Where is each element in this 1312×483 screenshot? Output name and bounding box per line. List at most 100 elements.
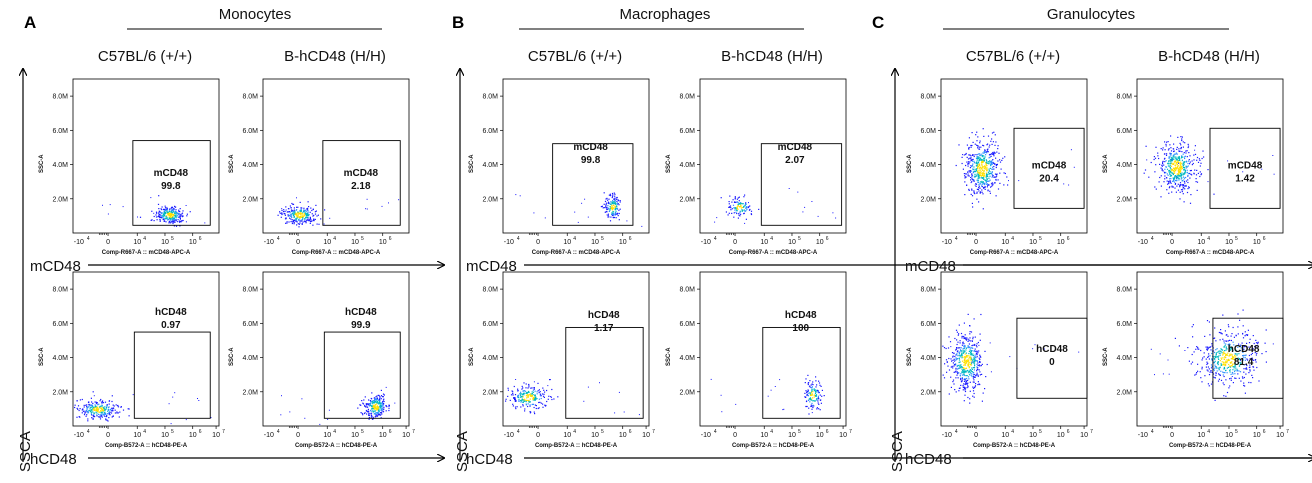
data-point	[981, 167, 983, 169]
data-point	[1176, 161, 1178, 163]
data-point	[973, 180, 975, 182]
data-point	[619, 200, 621, 202]
data-point	[1182, 141, 1184, 143]
column-title: C57BL/6 (+/+)	[966, 48, 1060, 65]
data-point	[1184, 169, 1186, 171]
column-title: C57BL/6 (+/+)	[98, 48, 192, 65]
gate-marker-label: mCD48	[344, 168, 379, 179]
data-point	[1160, 196, 1162, 198]
data-point	[967, 360, 970, 362]
data-point	[174, 220, 176, 222]
data-point	[542, 406, 544, 408]
y-tick-label: 2.0M	[1116, 196, 1132, 203]
data-point	[153, 220, 155, 222]
data-point	[1180, 146, 1182, 149]
data-point	[1184, 169, 1186, 171]
data-point	[369, 402, 372, 404]
data-point	[557, 396, 559, 398]
data-point	[983, 175, 985, 177]
data-point	[372, 406, 375, 408]
data-point	[523, 392, 525, 394]
data-point	[310, 221, 312, 223]
data-point	[1224, 365, 1226, 367]
data-point	[608, 194, 610, 196]
data-point	[1158, 157, 1160, 160]
data-point	[1173, 161, 1175, 163]
data-point	[376, 403, 378, 405]
data-point	[1189, 155, 1191, 157]
data-point	[990, 172, 992, 174]
data-point	[382, 401, 384, 403]
data-point	[512, 394, 514, 396]
data-point	[1178, 175, 1180, 178]
data-point	[988, 146, 990, 148]
y-tick-label: 8.0M	[482, 94, 498, 101]
data-point	[1233, 356, 1235, 358]
scatter-dots	[515, 192, 643, 227]
x-tick-exponent: 4	[1207, 236, 1210, 242]
data-point	[1243, 348, 1245, 350]
data-point	[368, 418, 370, 420]
data-point	[370, 401, 372, 403]
data-point	[159, 219, 161, 221]
data-point	[735, 208, 737, 210]
gate-marker-label: mCD48	[154, 168, 189, 179]
data-point	[528, 400, 530, 402]
data-point	[87, 420, 89, 422]
data-point	[965, 152, 967, 155]
data-point	[93, 412, 95, 415]
data-point	[748, 206, 750, 208]
data-point	[97, 407, 99, 409]
data-point	[988, 168, 990, 170]
data-point	[1164, 141, 1166, 143]
data-point	[955, 363, 957, 365]
data-point	[171, 212, 174, 214]
data-point	[965, 382, 967, 384]
data-point	[1175, 162, 1177, 164]
data-point	[375, 399, 377, 401]
data-point	[1169, 173, 1171, 175]
data-point	[970, 177, 971, 178]
data-point	[615, 208, 617, 210]
x-tick-exponent: 4	[770, 236, 773, 242]
data-point	[163, 211, 165, 213]
data-point	[1167, 359, 1169, 361]
data-point	[961, 377, 963, 379]
x-tick-label: 0	[1170, 432, 1174, 439]
data-point	[1242, 355, 1244, 357]
x-tick-label: -10	[264, 432, 274, 439]
data-point	[956, 331, 958, 333]
data-point	[165, 221, 167, 223]
data-point	[1223, 384, 1225, 386]
data-point	[967, 163, 969, 165]
data-point	[973, 373, 975, 376]
data-point	[1172, 186, 1174, 188]
x-tick-label: 0	[296, 239, 300, 246]
data-point	[979, 187, 981, 189]
data-point	[1219, 339, 1221, 341]
data-point	[1207, 348, 1209, 350]
data-point	[308, 206, 310, 208]
data-point	[94, 404, 96, 406]
data-point	[981, 169, 984, 171]
data-point	[1201, 157, 1203, 160]
data-point	[603, 192, 605, 194]
data-point	[90, 410, 92, 412]
data-point	[505, 400, 507, 402]
plot-frame	[72, 271, 220, 427]
data-point	[1223, 368, 1225, 370]
x-tick-label: 10	[1197, 432, 1205, 439]
data-point	[287, 211, 289, 213]
data-point	[1154, 157, 1157, 159]
data-point	[296, 209, 298, 211]
data-point	[959, 342, 961, 344]
y-tick-label: 8.0M	[920, 94, 936, 101]
data-point	[155, 211, 158, 213]
data-point	[304, 218, 306, 220]
data-point	[972, 367, 974, 369]
data-point	[523, 382, 525, 384]
data-point	[737, 202, 739, 204]
data-point	[617, 203, 619, 205]
data-point	[1178, 177, 1180, 179]
data-point	[378, 413, 380, 415]
